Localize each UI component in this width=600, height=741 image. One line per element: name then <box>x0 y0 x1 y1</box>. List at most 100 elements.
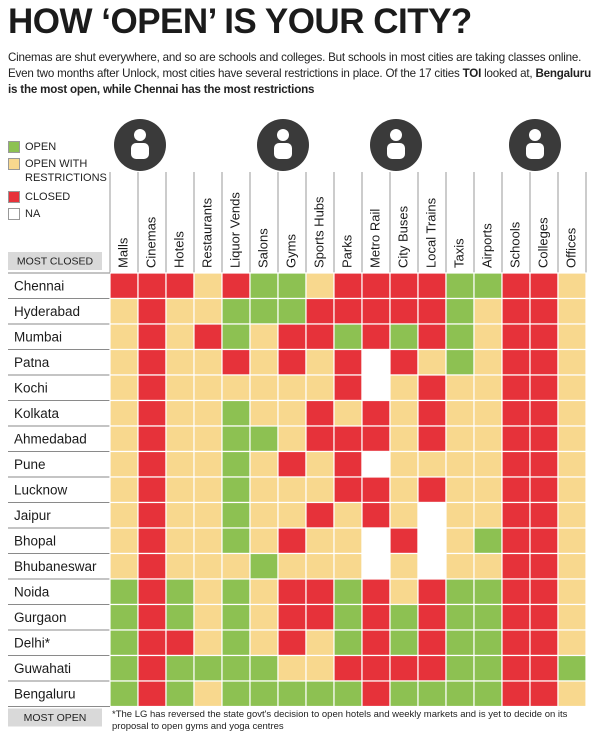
column-label: Colleges <box>535 217 550 268</box>
cell <box>193 578 223 606</box>
cell <box>445 450 475 478</box>
column-label: Local Trains <box>423 197 438 268</box>
cell <box>417 425 447 453</box>
column-label: Liquor Vends <box>227 192 242 268</box>
cell <box>501 578 531 606</box>
cell <box>529 450 559 478</box>
cell <box>305 425 335 453</box>
city-label: Kochi <box>14 380 48 395</box>
cell <box>557 680 587 708</box>
cell <box>417 476 447 504</box>
city-label: Chennai <box>14 278 64 293</box>
cell <box>137 348 167 376</box>
cell <box>221 476 251 504</box>
cell <box>417 552 447 580</box>
cell <box>221 654 251 682</box>
legend-swatch <box>8 191 20 203</box>
column-label: Hotels <box>171 231 186 268</box>
cell <box>109 476 139 504</box>
cell <box>417 680 447 708</box>
cell <box>249 629 279 657</box>
cell <box>389 654 419 682</box>
cell <box>361 272 391 300</box>
column-label: Metro Rail <box>367 209 382 268</box>
cell <box>473 399 503 427</box>
cell <box>501 272 531 300</box>
cell <box>333 629 363 657</box>
cell <box>249 272 279 300</box>
cell <box>137 680 167 708</box>
city-label: Kolkata <box>14 406 60 421</box>
cell <box>305 527 335 555</box>
cell <box>109 374 139 402</box>
icon-head <box>390 129 402 141</box>
cell <box>417 578 447 606</box>
legend-item: NA <box>8 207 110 221</box>
cell <box>109 272 139 300</box>
cell <box>333 476 363 504</box>
cell <box>361 629 391 657</box>
cell <box>417 654 447 682</box>
cell <box>333 450 363 478</box>
cell <box>221 425 251 453</box>
cell <box>361 654 391 682</box>
cell <box>557 527 587 555</box>
cell <box>109 501 139 529</box>
footnote: *The LG has reversed the state govt's de… <box>112 709 568 732</box>
cell <box>277 297 307 325</box>
cell <box>417 399 447 427</box>
cell <box>249 603 279 631</box>
cell <box>109 323 139 351</box>
legend-item: CLOSED <box>8 190 110 204</box>
cell <box>165 527 195 555</box>
cell <box>389 603 419 631</box>
city-label: Jaipur <box>14 508 51 523</box>
cell <box>165 629 195 657</box>
cell <box>137 425 167 453</box>
cell <box>137 603 167 631</box>
cell <box>361 680 391 708</box>
cell <box>193 272 223 300</box>
cell <box>305 680 335 708</box>
legend-swatch <box>8 208 20 220</box>
cell <box>557 476 587 504</box>
cell <box>473 603 503 631</box>
cell <box>417 272 447 300</box>
city-label: Bhubaneswar <box>14 559 97 574</box>
cell <box>137 297 167 325</box>
city-label: Bhopal <box>14 533 56 548</box>
cell <box>361 450 391 478</box>
cell <box>501 552 531 580</box>
column-label: Schools <box>507 221 522 268</box>
cell <box>249 399 279 427</box>
cell <box>109 552 139 580</box>
cell <box>165 476 195 504</box>
intro-text: Cinemas are shut everywhere, and so are … <box>8 51 582 80</box>
cell <box>389 297 419 325</box>
cell <box>249 450 279 478</box>
column-label: Offices <box>563 227 578 268</box>
cell <box>221 527 251 555</box>
cell <box>557 552 587 580</box>
cell <box>249 425 279 453</box>
cell <box>501 501 531 529</box>
city-label: Gurgaon <box>14 610 67 625</box>
cell <box>529 348 559 376</box>
cell <box>389 578 419 606</box>
cell <box>445 527 475 555</box>
cell <box>137 552 167 580</box>
cell <box>305 629 335 657</box>
cell <box>501 399 531 427</box>
cell <box>501 450 531 478</box>
cell <box>277 552 307 580</box>
icon-head <box>134 129 146 141</box>
cell <box>109 450 139 478</box>
cell <box>333 603 363 631</box>
cell <box>529 629 559 657</box>
cell <box>501 603 531 631</box>
cell <box>557 323 587 351</box>
cell <box>221 578 251 606</box>
cell <box>417 501 447 529</box>
cell <box>473 450 503 478</box>
